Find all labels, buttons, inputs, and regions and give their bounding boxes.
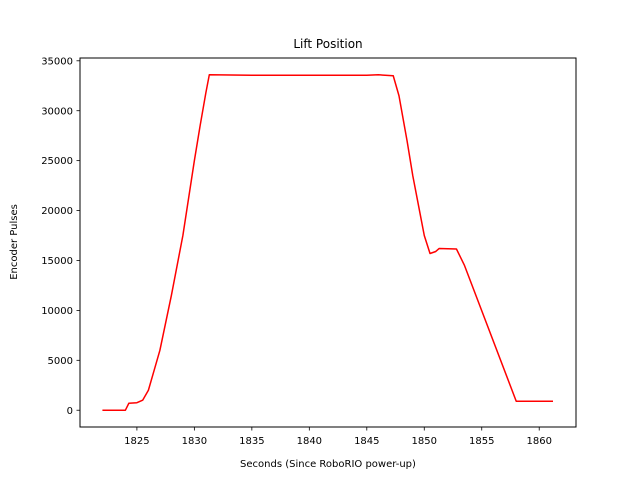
x-tick-label: 1855 <box>469 436 494 447</box>
x-tick-label: 1830 <box>182 436 207 447</box>
x-tick-label: 1840 <box>297 436 322 447</box>
y-tick-label: 5000 <box>48 356 73 367</box>
x-tick-label: 1860 <box>526 436 551 447</box>
chart-marks: 1825 1830 1835 1840 1845 1850 1855 1860 0 5000 100… <box>41 56 554 447</box>
y-axis-title: Encoder Pulses <box>9 204 20 280</box>
x-tick-label: 1825 <box>124 436 149 447</box>
x-tick-label: 1835 <box>239 436 264 447</box>
y-tick-label: 25000 <box>41 156 73 167</box>
y-tick-label: 0 <box>67 406 73 417</box>
series-line <box>102 74 554 411</box>
y-tick-label: 30000 <box>41 106 73 117</box>
chart-title: Lift Position <box>293 37 362 51</box>
plot-area-frame <box>79 57 577 428</box>
x-tick-label: 1845 <box>354 436 379 447</box>
y-tick-label: 35000 <box>41 56 73 67</box>
y-tick-label: 10000 <box>41 306 73 317</box>
y-tick-label: 20000 <box>41 206 73 217</box>
y-tick-label: 15000 <box>41 256 73 267</box>
x-tick-label: 1850 <box>412 436 437 447</box>
x-axis-title: Seconds (Since RoboRIO power-up) <box>240 459 416 470</box>
